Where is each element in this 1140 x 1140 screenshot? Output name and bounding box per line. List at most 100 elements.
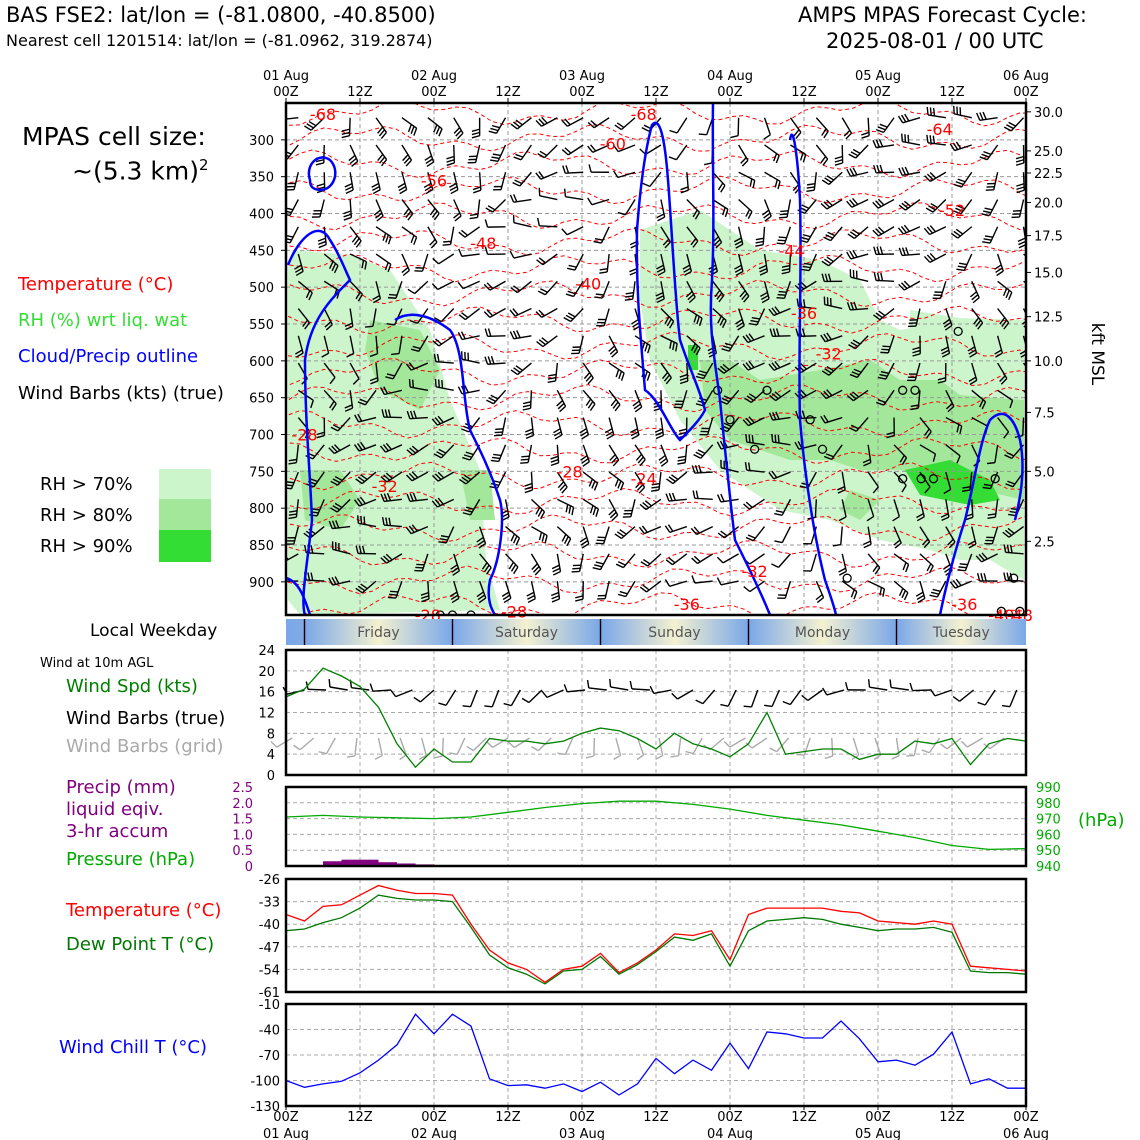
temperature-contour	[286, 227, 1026, 257]
precip-bar	[360, 859, 379, 866]
height-tick-label: 5.0	[1034, 465, 1055, 480]
wind-barb-flag	[876, 246, 880, 255]
wind-barb-flag	[955, 141, 962, 149]
surface-wind-barb-flag	[952, 695, 960, 702]
precip-tick-label: 1.5	[232, 813, 253, 828]
wind-barb-flag	[903, 280, 911, 288]
wind-barb-flag	[745, 209, 751, 217]
wind-barb-flag	[619, 590, 628, 595]
wind-barb-flag	[335, 520, 340, 529]
wind-barb-flag	[799, 152, 804, 161]
surface-wind-barb	[351, 686, 370, 691]
wind-barb-flag	[937, 380, 946, 384]
wind-barb-flag	[852, 167, 858, 176]
temp-tick-label: -26	[259, 873, 280, 888]
wind-barb-flag	[975, 319, 982, 328]
wind-barb-flag	[956, 268, 965, 272]
surface-wind-barb-flag	[929, 688, 936, 697]
wind-barb-flag	[815, 594, 823, 601]
rh-90-label: RH > 90%	[40, 536, 133, 557]
wind-barb-flag	[749, 178, 753, 187]
height-tick-label: 30.0	[1034, 106, 1063, 121]
wind-barb-flag	[916, 516, 925, 522]
wind-barb-flag	[760, 294, 769, 301]
wind-barb-flag	[886, 431, 895, 436]
temperature-contour	[286, 435, 1026, 465]
wind-barb-flag	[356, 498, 363, 506]
wind-barb-flag	[978, 553, 985, 561]
bottom-time-label: 12Z	[643, 1110, 669, 1125]
temp-tick-label: -40	[259, 918, 280, 933]
wind-barb-flag	[880, 272, 884, 281]
wind-barb-flag	[377, 126, 384, 134]
wind-barb-flag	[310, 572, 314, 581]
top-time-label: 00Z	[421, 85, 447, 100]
wind-barb-flag	[345, 186, 353, 191]
wind-barb	[893, 499, 901, 517]
wind-barb-flag	[671, 474, 679, 480]
wind-barb-flag	[373, 298, 381, 304]
wind-barb-flag	[541, 116, 548, 124]
wind-barb-flag	[515, 119, 523, 126]
wind-barb-flag	[1003, 431, 1010, 439]
wind-barb-flag	[837, 489, 846, 494]
wind-barb-flag	[1015, 162, 1024, 166]
bottom-date-label: 06 Aug	[1003, 1127, 1049, 1140]
wind-barb-flag	[1007, 527, 1015, 534]
wind-barb-flag	[461, 476, 469, 483]
wind-barb-flag	[826, 389, 833, 397]
wind-barb-flag	[682, 264, 691, 270]
grid-wind-barb-flag	[891, 755, 900, 760]
wind-barb-flag	[779, 216, 788, 219]
wind-barb-flag	[877, 198, 885, 206]
wind-barb-flag	[747, 462, 751, 471]
surface-wind-barb-flag	[889, 679, 892, 688]
surface-wind-barb-flag	[609, 678, 612, 687]
wind-barb	[617, 171, 636, 179]
wind-barb-flag	[317, 237, 326, 242]
wind-barb-flag	[434, 417, 441, 425]
wind-barb-flag	[391, 352, 400, 356]
surface-wind-barb-flag	[390, 689, 397, 698]
pressure-tick-label: 750	[249, 465, 274, 480]
grid-wind-barb	[709, 737, 725, 751]
wind-barb-flag	[827, 273, 832, 282]
wind-barb-flag	[385, 472, 393, 479]
wind-barb-flag	[695, 347, 701, 356]
wind-barb-flag	[535, 506, 541, 515]
wind-barb-flag	[636, 484, 644, 491]
wind-barb-flag	[968, 349, 976, 355]
wind-barb-flag	[579, 428, 587, 434]
precip-bar	[378, 862, 397, 866]
wind-barb-flag	[874, 567, 881, 575]
weekday-cell	[452, 619, 601, 645]
wind-barb-flag	[851, 371, 860, 376]
wind-barb-flag	[929, 171, 937, 179]
wind-barb-flag	[695, 375, 704, 380]
wind-barb-flag	[1006, 572, 1010, 581]
temperature-label: -28	[291, 426, 317, 445]
wind-barb-flag	[411, 471, 419, 479]
dewpoint-line	[285, 894, 1027, 985]
wind-barb-flag	[947, 538, 954, 546]
grid-wind-barb-flag	[486, 741, 494, 748]
wind-barb	[893, 471, 907, 486]
wind-barb-flag	[651, 486, 660, 489]
wind-barb-flag	[538, 171, 545, 179]
wind-barb-flag	[863, 543, 872, 549]
wind-barb	[286, 117, 299, 120]
wind-barb-flag	[650, 489, 660, 492]
wind-barb-flag	[484, 328, 489, 337]
wind-barb-flag	[582, 461, 590, 467]
wind-barb-flag	[722, 363, 730, 371]
wind-barb-flag	[437, 471, 445, 479]
wind-barb-flag	[536, 259, 544, 266]
wind-barb-flag	[877, 126, 886, 131]
wind-barb-flag	[332, 478, 341, 484]
wind-barb-flag	[411, 445, 419, 452]
calm-circle	[1009, 573, 1019, 583]
wind-barb-flag	[771, 433, 774, 443]
wind-barb-flag	[449, 185, 458, 192]
pressure-tick-label: 550	[249, 318, 274, 333]
